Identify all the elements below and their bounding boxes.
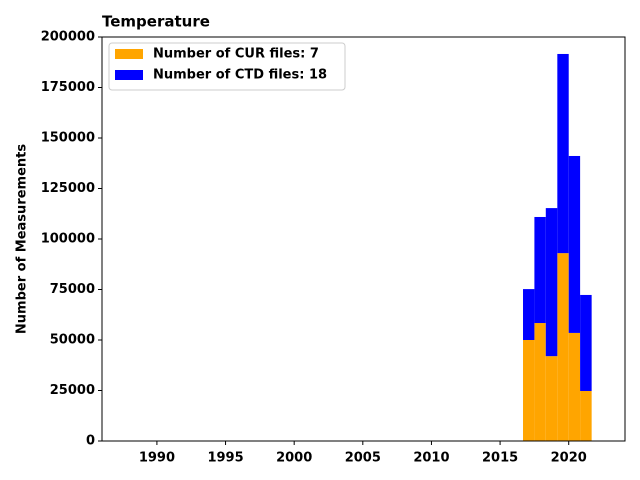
bar: [568, 155, 581, 333]
bar: [557, 53, 569, 254]
legend-label: Number of CUR files: 7: [153, 47, 319, 62]
bar: [534, 216, 546, 324]
bar: [580, 294, 592, 392]
y-axis-label: Number of Measurements: [15, 144, 30, 334]
legend-frame: [108, 42, 346, 91]
bar: [580, 391, 592, 441]
x-tick-label: 2010: [413, 451, 449, 466]
y-tick-label: 125000: [41, 181, 95, 196]
bar: [523, 289, 535, 340]
y-tick-label: 200000: [41, 30, 95, 45]
y-tick-label: 150000: [41, 131, 95, 146]
y-tick-label: 50000: [50, 333, 95, 348]
x-tick-label: 2015: [482, 451, 518, 466]
bar: [523, 340, 535, 441]
y-tick-label: 25000: [50, 383, 95, 398]
x-tick-label: 1995: [207, 451, 243, 466]
x-tick-label: 2000: [276, 451, 312, 466]
legend-label: Number of CTD files: 18: [153, 68, 327, 83]
legend: Number of CUR files: 7 Number of CTD file…: [108, 42, 346, 91]
chart-title: Temperature: [102, 13, 210, 31]
bar: [545, 356, 558, 441]
y-tick-label: 100000: [41, 232, 95, 247]
bar: [545, 208, 558, 357]
legend-swatch: [115, 49, 143, 59]
bar: [557, 253, 569, 441]
x-tick-label: 1990: [139, 451, 175, 466]
bar: [534, 323, 546, 441]
bar: [568, 332, 581, 441]
y-tick-label: 75000: [50, 282, 95, 297]
x-tick-label: 2020: [551, 451, 587, 466]
legend-swatch: [115, 70, 143, 80]
y-tick-label: 0: [86, 434, 95, 449]
y-tick-label: 175000: [41, 80, 95, 95]
x-tick-label: 2005: [345, 451, 381, 466]
